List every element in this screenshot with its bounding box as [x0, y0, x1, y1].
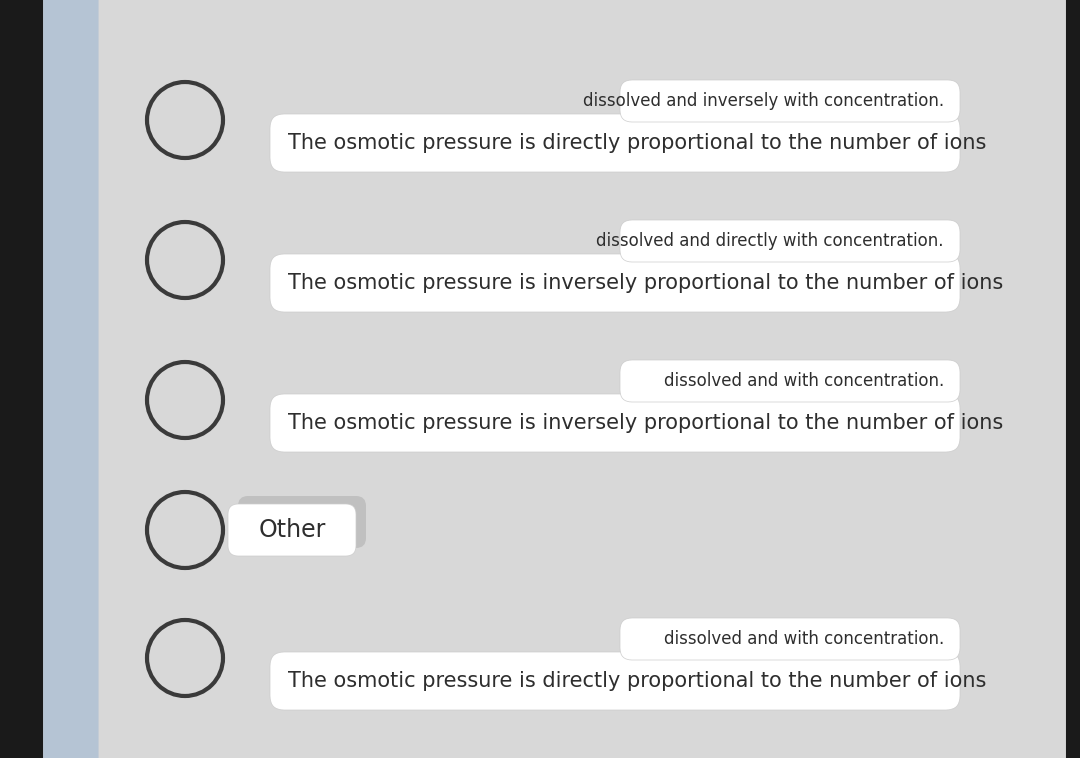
- Text: The osmotic pressure is inversely proportional to the number of ions: The osmotic pressure is inversely propor…: [288, 273, 1003, 293]
- Text: dissolved and with concentration.: dissolved and with concentration.: [664, 630, 944, 648]
- FancyBboxPatch shape: [270, 652, 960, 710]
- Text: dissolved and directly with concentration.: dissolved and directly with concentratio…: [596, 232, 944, 250]
- Text: dissolved and with concentration.: dissolved and with concentration.: [664, 372, 944, 390]
- Text: Other: Other: [258, 518, 326, 542]
- FancyBboxPatch shape: [620, 360, 960, 402]
- FancyBboxPatch shape: [0, 0, 43, 758]
- FancyBboxPatch shape: [43, 0, 98, 758]
- FancyBboxPatch shape: [1066, 0, 1080, 758]
- FancyBboxPatch shape: [228, 504, 356, 556]
- Text: The osmotic pressure is inversely proportional to the number of ions: The osmotic pressure is inversely propor…: [288, 413, 1003, 433]
- Text: The osmotic pressure is directly proportional to the number of ions: The osmotic pressure is directly proport…: [288, 133, 986, 153]
- FancyBboxPatch shape: [270, 114, 960, 172]
- FancyBboxPatch shape: [620, 80, 960, 122]
- FancyBboxPatch shape: [620, 618, 960, 660]
- FancyBboxPatch shape: [270, 394, 960, 452]
- Text: dissolved and inversely with concentration.: dissolved and inversely with concentrati…: [583, 92, 944, 110]
- FancyBboxPatch shape: [238, 496, 366, 548]
- Text: The osmotic pressure is directly proportional to the number of ions: The osmotic pressure is directly proport…: [288, 671, 986, 691]
- FancyBboxPatch shape: [270, 254, 960, 312]
- FancyBboxPatch shape: [620, 220, 960, 262]
